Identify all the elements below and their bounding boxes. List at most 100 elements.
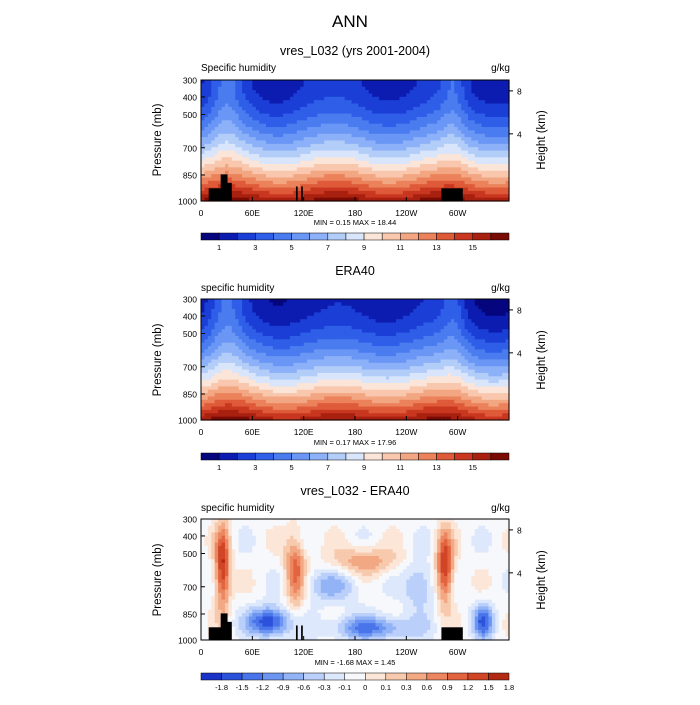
field-cell [273, 184, 277, 188]
field-cell [372, 93, 376, 97]
field-cell [410, 184, 414, 188]
field-cell [249, 124, 253, 128]
field-cell [276, 154, 280, 158]
field-cell [471, 184, 475, 188]
field-cell [341, 343, 345, 347]
field-cell [393, 343, 397, 347]
field-cell [369, 154, 373, 158]
field-cell [372, 184, 376, 188]
field-cell [348, 124, 352, 128]
field-cell [252, 93, 256, 97]
field-cell [423, 124, 427, 128]
land-block [301, 186, 303, 201]
field-cell [331, 124, 335, 128]
field-cell [386, 343, 390, 347]
field-cell [273, 124, 277, 128]
field-cell [389, 312, 393, 316]
field-cell [283, 312, 287, 316]
field-cell [314, 154, 318, 158]
field-cell [379, 184, 383, 188]
field-cell [232, 343, 236, 347]
field-cell [314, 124, 318, 128]
field-cell [324, 343, 328, 347]
field-cell [307, 184, 311, 188]
field-cell [362, 343, 366, 347]
field-cell [420, 312, 424, 316]
field-cell [465, 343, 469, 347]
field-cell [348, 93, 352, 97]
y-axis-label: Pressure (mb) [152, 103, 164, 176]
field-cell [338, 343, 342, 347]
field-cell [283, 154, 287, 158]
field-cell [420, 154, 424, 158]
field-cell [379, 93, 383, 97]
humidity-field [201, 299, 510, 421]
field-cell [362, 93, 366, 97]
field-cell [208, 154, 212, 158]
field-cell [413, 312, 417, 316]
field-cell [201, 343, 205, 347]
field-cell [266, 93, 270, 97]
y-tick-label: 850 [183, 170, 197, 180]
field-cell [242, 343, 246, 347]
field-cell [355, 124, 359, 128]
field-cell [369, 124, 373, 128]
field-cell [290, 124, 294, 128]
field-cell [482, 343, 486, 347]
field-cell [352, 124, 356, 128]
field-cell [252, 124, 256, 128]
field-cell [382, 184, 386, 188]
field-cell [488, 154, 492, 158]
field-cell [280, 312, 284, 316]
field-cell [358, 312, 362, 316]
field-cell [201, 124, 205, 128]
field-cell [225, 154, 229, 158]
field-cell [447, 154, 451, 158]
field-cell [331, 154, 335, 158]
field-cell [382, 124, 386, 128]
stats-text: MIN = 0.15 MAX = 18.44 [314, 218, 397, 227]
field-cell [441, 184, 445, 188]
field-cell [417, 154, 421, 158]
field-cell [259, 154, 263, 158]
field-cell [324, 124, 328, 128]
field-cell [235, 93, 239, 97]
field-cell [215, 184, 219, 188]
field-cell [235, 312, 239, 316]
field-cell [266, 184, 270, 188]
field-cell [211, 93, 215, 97]
field-cell [376, 312, 380, 316]
field-cell [235, 154, 239, 158]
field-cell [218, 154, 222, 158]
field-cell [399, 184, 403, 188]
panel-left-label: specific humidity [201, 283, 274, 294]
field-cell [297, 312, 301, 316]
field-cell [430, 312, 434, 316]
land-block [227, 183, 232, 201]
colorbar-swatch [346, 233, 364, 240]
x-tick-label: 180 [348, 208, 362, 218]
field-cell [352, 154, 356, 158]
field-cell [331, 343, 335, 347]
field-cell [334, 93, 338, 97]
field-cell [423, 93, 427, 97]
field-cell [386, 154, 390, 158]
field-cell [208, 343, 212, 347]
field-cell [465, 312, 469, 316]
field-cell [273, 154, 277, 158]
field-cell [263, 154, 267, 158]
field-cell [218, 93, 222, 97]
field-cell [358, 124, 362, 128]
field-cell [492, 124, 496, 128]
field-cell [341, 184, 345, 188]
field-cell [269, 124, 273, 128]
field-cell [259, 312, 263, 316]
field-cell [256, 312, 260, 316]
field-cell [389, 184, 393, 188]
field-cell [430, 93, 434, 97]
field-cell [352, 312, 356, 316]
field-cell [499, 184, 503, 188]
field-cell [434, 312, 438, 316]
field-cell [307, 312, 311, 316]
field-cell [427, 184, 431, 188]
